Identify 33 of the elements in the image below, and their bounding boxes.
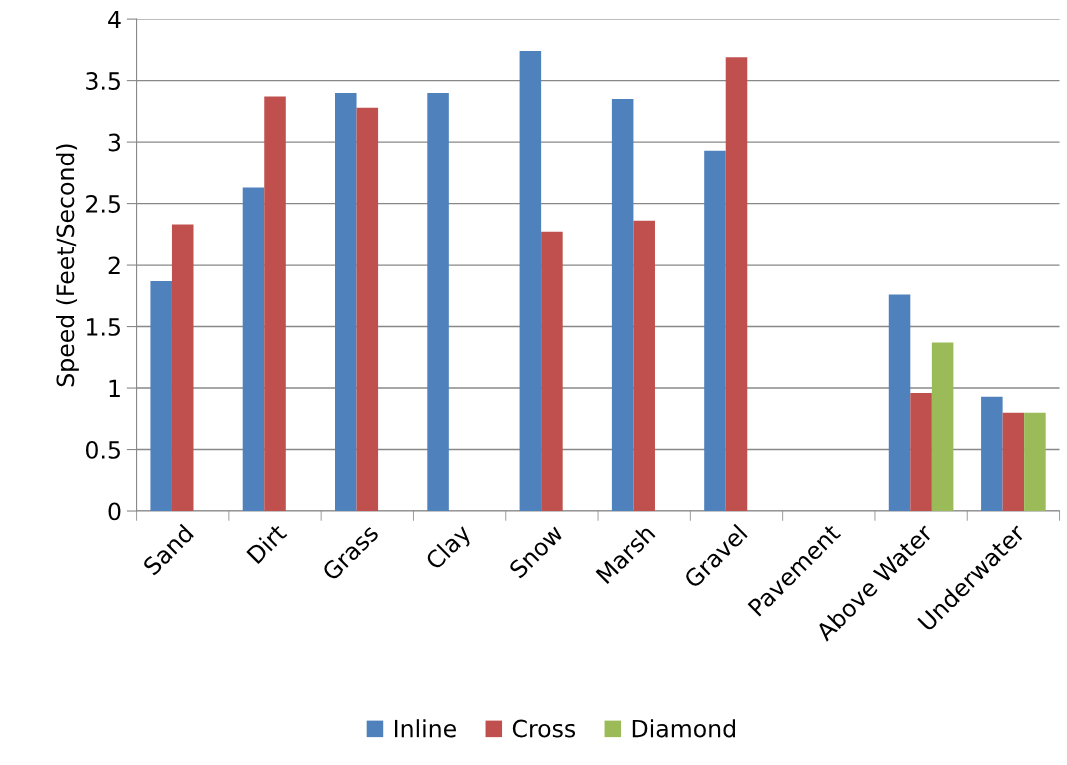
bar [242, 187, 265, 512]
bar [1024, 412, 1046, 512]
y-tick-label: 4 [108, 10, 121, 29]
bar [888, 294, 911, 512]
legend-label: Cross [512, 719, 576, 738]
legend-label: Diamond [632, 719, 735, 738]
bar [611, 99, 634, 512]
bar [633, 220, 655, 512]
bar [264, 96, 286, 512]
y-tick-label: 0.5 [86, 440, 120, 459]
bar [981, 396, 1003, 512]
bar [171, 224, 194, 512]
y-tick-label: 2.5 [86, 195, 120, 213]
bar [910, 392, 932, 512]
bar [427, 92, 449, 512]
bar [519, 51, 542, 512]
y-tick-label: 3 [108, 133, 121, 152]
bar [541, 231, 563, 512]
bar [335, 92, 357, 512]
y-tick-label: 3.5 [86, 72, 120, 90]
legend-label: Inline [394, 719, 456, 738]
y-tick-label: 2 [108, 256, 120, 275]
bar [1002, 412, 1025, 512]
bar [704, 150, 726, 512]
bar [725, 57, 748, 512]
y-tick-label: 1 [109, 379, 120, 398]
bar [150, 281, 172, 512]
y-axis-title: Speed (Feet/Second) [56, 144, 79, 387]
y-tick-label: 0 [108, 502, 121, 521]
x-tick-label: Dirt [245, 522, 288, 565]
bar [931, 342, 954, 512]
bar [356, 107, 379, 512]
y-tick-label: 1.5 [87, 318, 120, 336]
